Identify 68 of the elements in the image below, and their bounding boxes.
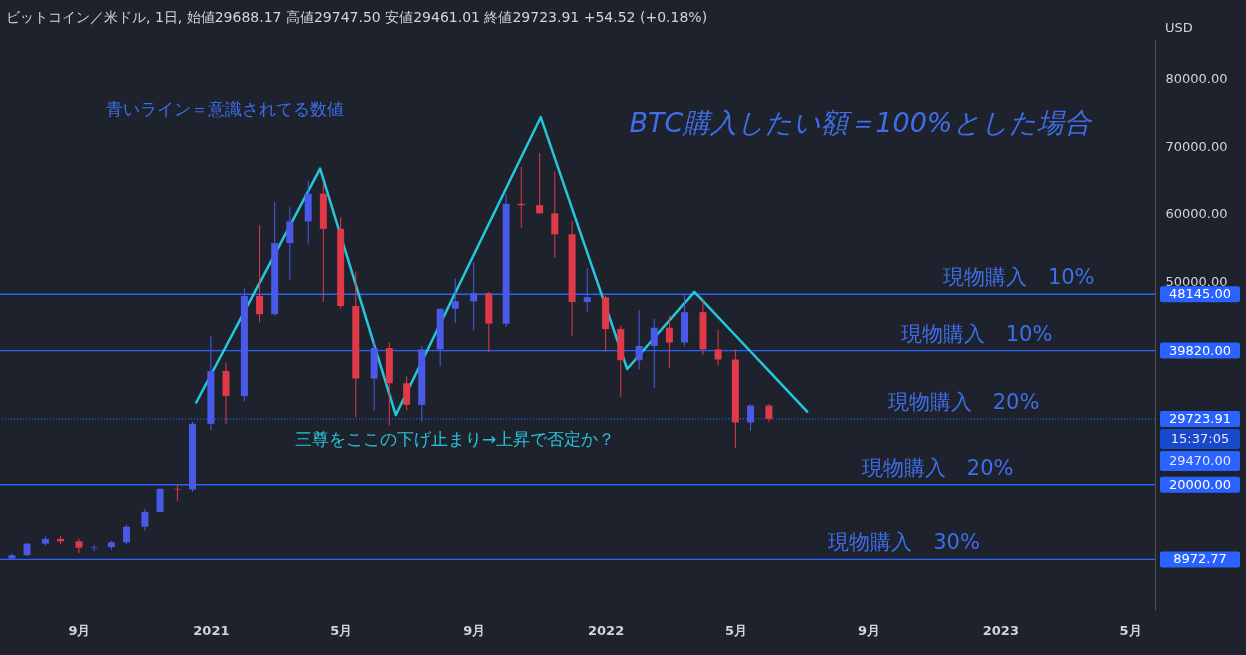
candlestick bbox=[385, 342, 393, 426]
candlestick bbox=[256, 224, 264, 323]
x-tick-label: 9月 bbox=[68, 622, 91, 638]
candlestick bbox=[650, 318, 658, 389]
candlestick bbox=[90, 544, 98, 552]
x-tick-label: 2023 bbox=[982, 622, 1019, 638]
x-tick-label: 5月 bbox=[330, 622, 353, 638]
candlestick bbox=[141, 507, 149, 532]
candlestick bbox=[156, 487, 164, 514]
candlestick bbox=[352, 271, 360, 418]
candlestick bbox=[502, 193, 510, 328]
annotation: 現物購入 20% bbox=[861, 455, 1014, 480]
candlestick bbox=[731, 348, 739, 449]
ref-line-label: 39820.00 bbox=[1168, 342, 1232, 358]
candlestick bbox=[602, 295, 610, 352]
candlestick bbox=[207, 335, 215, 432]
candlestick bbox=[681, 293, 689, 347]
candlestick bbox=[222, 362, 230, 425]
candlestick bbox=[747, 403, 755, 432]
candlestick bbox=[370, 340, 378, 411]
candlestick bbox=[319, 183, 327, 303]
ref-line-label: 8972.77 bbox=[1173, 551, 1227, 567]
candlestick bbox=[189, 421, 196, 493]
annotation: 現物購入 10% bbox=[900, 321, 1053, 346]
candlestick bbox=[714, 329, 722, 366]
annotation: 三尊をここの下げ止まり→上昇で否定か？ bbox=[294, 429, 616, 449]
x-tick-label: 9月 bbox=[857, 622, 880, 638]
annotation: 青いライン＝意識されてる数値 bbox=[106, 99, 344, 119]
y-tick-label: 60000.00 bbox=[1165, 206, 1228, 222]
candlestick bbox=[337, 216, 345, 310]
candlestick bbox=[635, 309, 643, 371]
y-tick-label: 70000.00 bbox=[1165, 138, 1228, 154]
ref-line-label: 29723.91 bbox=[1168, 410, 1232, 426]
candlestick bbox=[583, 267, 591, 313]
candlestick bbox=[551, 170, 559, 259]
annotation: 現物購入 30% bbox=[828, 530, 980, 555]
candlestick bbox=[485, 291, 493, 353]
candlestick bbox=[173, 484, 181, 502]
chart-title: ビットコイン／米ドル, 1日, 始値29688.17 高値29747.50 安値29461.01 終値29723.91 +54.52 (+0.18%) bbox=[6, 9, 708, 25]
x-tick-label: 9月 bbox=[463, 622, 486, 638]
candlestick bbox=[418, 345, 426, 423]
candlestick bbox=[271, 201, 279, 317]
y-axis-title: USD bbox=[1165, 20, 1193, 35]
ref-line-label: 20000.00 bbox=[1168, 476, 1232, 492]
candlestick bbox=[436, 308, 444, 367]
candlestick bbox=[286, 206, 294, 281]
x-tick-label: 2021 bbox=[193, 622, 230, 638]
x-tick-label: 2022 bbox=[588, 622, 625, 638]
candlestick bbox=[451, 277, 459, 324]
candlestick bbox=[123, 524, 131, 545]
text: 15:37:05 bbox=[1170, 430, 1230, 446]
candlestick bbox=[568, 220, 576, 337]
candlestick bbox=[240, 287, 248, 402]
annotation: 現物購入 20% bbox=[887, 389, 1040, 414]
candlestick bbox=[665, 315, 673, 369]
candlestick bbox=[536, 152, 544, 215]
candlestick bbox=[470, 261, 478, 331]
annotation: BTC購入したい額＝100%とした場合 bbox=[629, 107, 1093, 138]
candlestick bbox=[304, 180, 312, 245]
x-tick-label: 5月 bbox=[1119, 622, 1142, 638]
candlestick bbox=[403, 375, 411, 411]
candlestick bbox=[617, 325, 625, 398]
candlestick bbox=[699, 300, 707, 356]
x-tick-label: 5月 bbox=[724, 622, 747, 638]
y-tick-label: 80000.00 bbox=[1165, 71, 1228, 87]
candlestick bbox=[75, 538, 83, 554]
text: 29470.00 bbox=[1168, 452, 1232, 468]
annotation: 現物購入 10% bbox=[942, 265, 1095, 290]
